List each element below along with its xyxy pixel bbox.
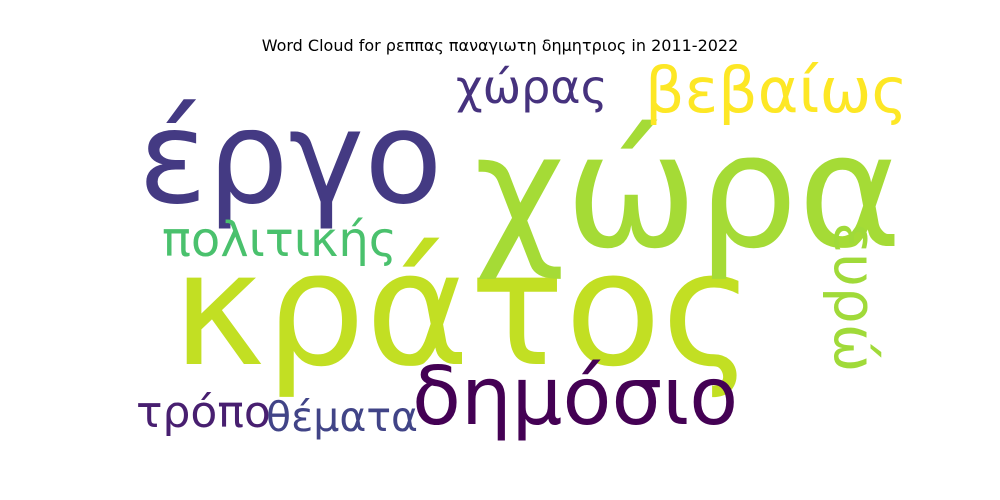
word-4: δημόσιο xyxy=(412,350,738,443)
word-1: κράτος xyxy=(172,218,754,402)
word-7: πολιτικής xyxy=(162,212,397,268)
word-6: ευρώ xyxy=(821,222,889,372)
word-3: έργο xyxy=(138,84,443,233)
word-10: θέματα xyxy=(266,393,418,441)
word-8: χώρας xyxy=(456,60,608,114)
word-9: τρόπο xyxy=(136,387,271,438)
chart-title: Word Cloud for ρεππας παναγιωτη δημητριο… xyxy=(261,36,739,55)
word-5: βεβαίως xyxy=(645,54,908,127)
word-2: χώρα xyxy=(474,100,902,284)
